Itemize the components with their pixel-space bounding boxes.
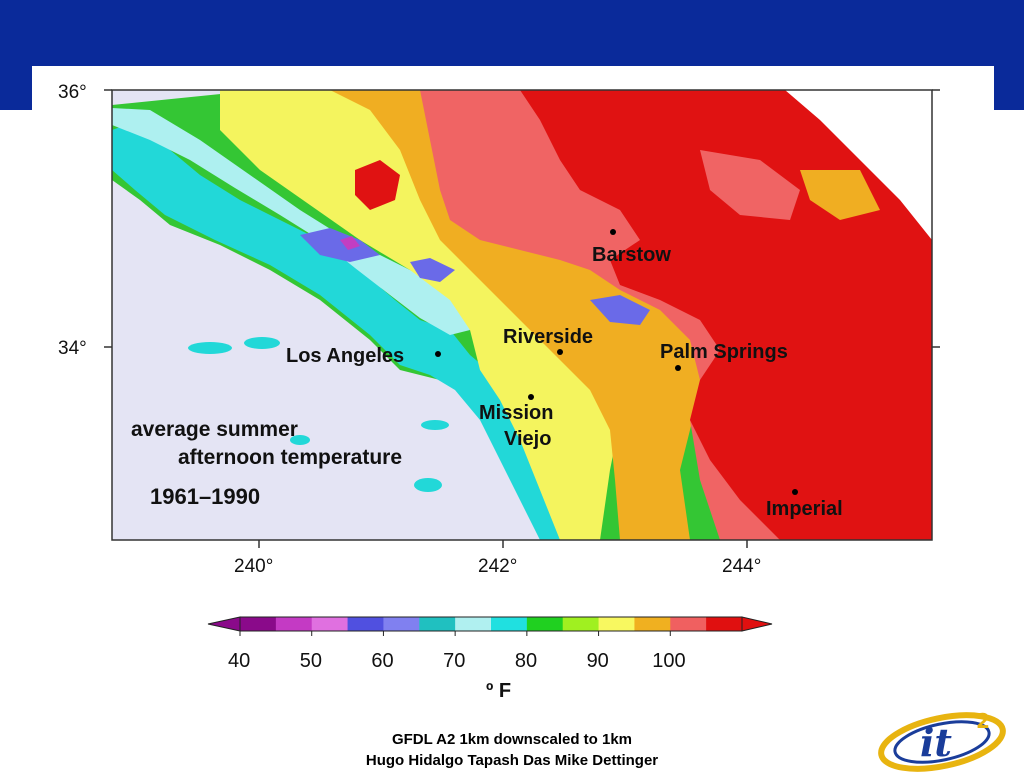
colorbar-tick-label: 50 <box>299 650 322 672</box>
colorbar-frame <box>239 616 743 632</box>
land-purple-1 <box>340 236 360 250</box>
lat-label-36: 36° <box>58 82 87 103</box>
colorbar-swatch <box>526 617 564 631</box>
city-markers <box>435 229 798 495</box>
land-blue-2 <box>410 258 455 282</box>
city-label-viejo: Viejo <box>504 428 552 450</box>
colorbar-swatch <box>634 617 671 631</box>
island-5 <box>421 420 449 430</box>
period-label: 1961–1990 <box>150 484 261 509</box>
logo-superscript: 2 <box>976 709 990 733</box>
land-blue-1 <box>300 228 380 262</box>
colorbar-tick-label: 80 <box>514 650 538 672</box>
land-orange <box>330 90 720 540</box>
land-salmon-pocket <box>700 150 800 220</box>
city-label-mission: Mission <box>479 402 554 424</box>
islands <box>188 337 449 492</box>
land-blue-3 <box>590 295 650 325</box>
annotation-line1: average summer <box>131 418 298 441</box>
colorbar-unit: º F <box>486 680 512 702</box>
colorbar-left-arrow <box>207 616 241 632</box>
marker-barstow <box>610 229 616 235</box>
map-land <box>112 90 932 540</box>
colorbar-tick-label: 60 <box>371 650 394 672</box>
island-1 <box>188 342 232 354</box>
land-yellow <box>220 90 660 540</box>
island-4 <box>414 478 442 492</box>
lat-label-34: 34° <box>58 338 87 359</box>
colorbar-right-arrow <box>741 616 773 632</box>
lon-label-244: 244° <box>722 556 762 577</box>
lon-label-242: 242° <box>478 556 518 577</box>
colorbar-swatch <box>240 617 277 631</box>
map-ticks <box>104 89 940 548</box>
footer-line2: Hugo Hidalgo Tapash Das Mike Dettinger <box>365 752 659 769</box>
marker-mission-viejo <box>528 394 534 400</box>
lon-label-240: 240° <box>234 556 274 577</box>
colorbar-swatch <box>275 617 313 631</box>
colorbar-tick-label: 70 <box>443 650 466 672</box>
colorbar-swatch <box>706 617 743 631</box>
colorbar-swatch <box>383 617 420 631</box>
colorbar-swatch <box>419 617 456 631</box>
colorbar-swatch <box>670 617 707 631</box>
city-label-los-angeles: Los Angeles <box>286 345 405 367</box>
colorbar-tick-label: 40 <box>228 650 251 672</box>
colorbar-swatch <box>347 617 384 631</box>
colorbar-swatch <box>311 617 349 631</box>
colorbar-tick-label: 90 <box>586 650 609 672</box>
island-3 <box>290 435 310 445</box>
logo-text: it <box>920 720 952 765</box>
footer-line1: GFDL A2 1km downscaled to 1km <box>391 731 633 748</box>
marker-riverside <box>557 349 563 355</box>
annotation-line2: afternoon temperature <box>178 446 403 469</box>
city-label-palm-springs: Palm Springs <box>660 341 788 363</box>
city-label-imperial: Imperial <box>766 498 843 520</box>
land-red-mojave <box>355 160 400 210</box>
island-2 <box>244 337 280 349</box>
land-orange-pocket <box>800 170 880 220</box>
city-label-riverside: Riverside <box>503 326 594 348</box>
marker-palm-springs <box>675 365 681 371</box>
marker-imperial <box>792 489 798 495</box>
it2-logo-icon: it 2 <box>878 709 1006 772</box>
land-cyan <box>112 120 580 540</box>
land-light-cyan <box>112 108 470 335</box>
colorbar <box>207 616 773 636</box>
map-frame <box>111 89 933 541</box>
colorbar-swatch <box>598 617 635 631</box>
map-unmapped-area <box>785 90 932 240</box>
marker-los-angeles <box>435 351 441 357</box>
colorbar-swatch <box>455 617 492 631</box>
colorbar-swatch <box>491 617 528 631</box>
colorbar-tick-label: 100 <box>652 650 686 672</box>
colorbar-swatch <box>562 617 600 631</box>
city-label-barstow: Barstow <box>592 244 671 266</box>
